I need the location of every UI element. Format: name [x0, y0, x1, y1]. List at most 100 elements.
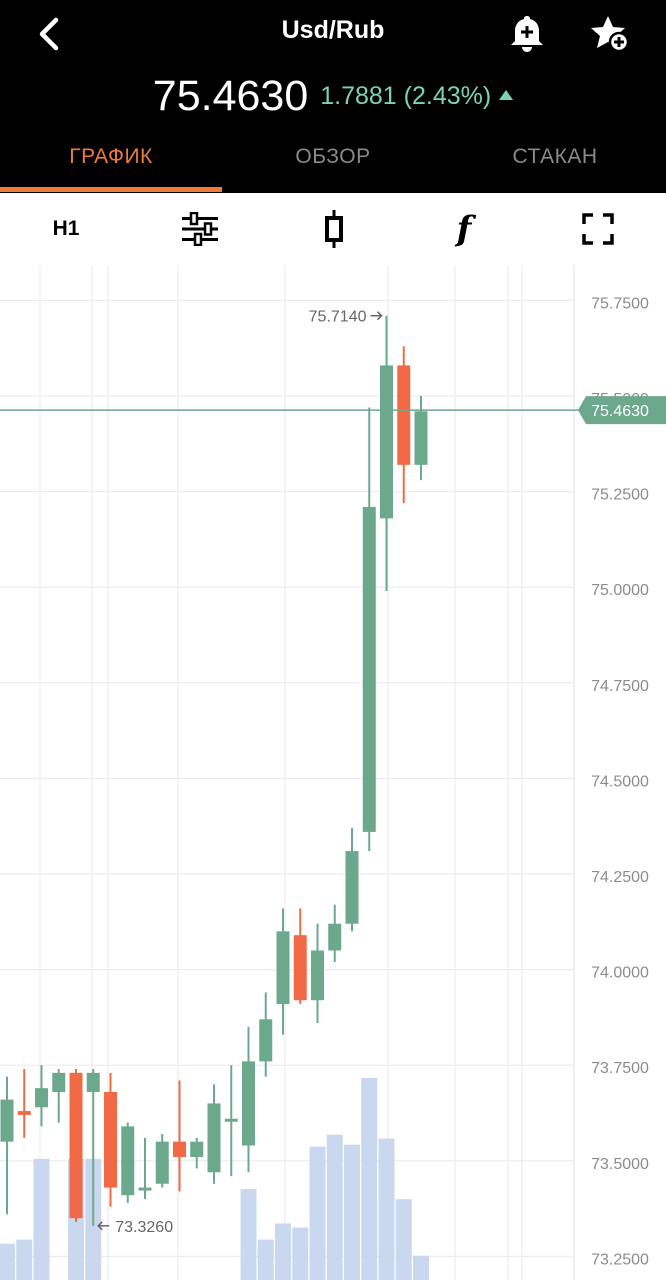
candle — [224, 1065, 238, 1177]
timeframe-button[interactable]: H1 — [52, 217, 80, 240]
price-change: 1.7881 (2.43%) — [320, 82, 492, 110]
current-price-label: 75.4630 — [591, 403, 649, 420]
volume-bar — [33, 1158, 50, 1280]
candle — [17, 1069, 31, 1138]
y-tick-label: 74.7500 — [591, 678, 649, 695]
y-tick-label: 75.2500 — [591, 487, 649, 504]
fullscreen-button[interactable] — [568, 203, 628, 255]
candle-body — [52, 1072, 66, 1092]
volume-bar — [292, 1227, 309, 1280]
current-price: 75.4630 — [152, 72, 309, 120]
candle — [328, 904, 342, 962]
candle — [311, 923, 324, 1024]
candle — [397, 346, 411, 504]
candle-body — [207, 1103, 221, 1173]
y-axis: 75.750075.500075.250075.000074.750074.50… — [591, 295, 649, 1268]
candle — [242, 1026, 255, 1173]
candle — [121, 1122, 135, 1203]
candle — [138, 1137, 152, 1200]
current-price-tag — [578, 396, 666, 425]
app-header: Usd/Rub 75.4630 1.7881 (2.43%) ГРАФИК ОБЗ… — [0, 0, 666, 193]
candle-body — [259, 1019, 273, 1062]
y-tick-label: 75.7500 — [591, 295, 649, 312]
arrow-up-icon — [499, 89, 514, 100]
candle — [276, 908, 290, 1035]
star-plus-icon — [591, 16, 630, 53]
price-row: 75.4630 1.7881 (2.43%) — [0, 72, 666, 121]
page-title: Usd/Rub — [281, 16, 385, 44]
volume-bar — [275, 1223, 291, 1280]
y-tick-label: 74.2500 — [591, 869, 649, 886]
add-alert-button[interactable] — [505, 12, 549, 56]
indicators-button[interactable]: f — [434, 203, 494, 255]
volume-bar — [257, 1239, 274, 1280]
y-tick-label: 75.0000 — [591, 582, 649, 599]
candle — [104, 1072, 117, 1207]
candle-body — [414, 411, 428, 465]
candle — [69, 1069, 83, 1222]
candle-body — [224, 1118, 238, 1122]
candle — [173, 1080, 186, 1192]
candlestick-icon — [325, 210, 343, 248]
y-tick-label: 73.2500 — [591, 1251, 649, 1268]
candle — [190, 1137, 204, 1169]
volume-bar — [240, 1189, 257, 1280]
volume-bar — [413, 1255, 429, 1280]
candle — [155, 1134, 169, 1188]
candle — [380, 315, 393, 592]
candle-body — [121, 1126, 135, 1196]
volume-bar — [0, 1243, 15, 1280]
volume-bar — [16, 1239, 33, 1280]
volume-bar — [361, 1078, 378, 1280]
low-arrow-head — [97, 1221, 103, 1231]
volume-bar — [326, 1134, 343, 1280]
chart-overlay: 75.4630 75.7140 73.3260 — [0, 309, 666, 1236]
y-tick-label: 73.5000 — [591, 1156, 649, 1173]
chart-settings-button[interactable] — [170, 203, 230, 255]
bell-plus-icon — [511, 16, 543, 52]
fullscreen-icon — [582, 213, 614, 245]
candle-body — [155, 1141, 169, 1184]
candle-body — [328, 923, 342, 951]
candle — [345, 828, 359, 932]
volume-bar — [395, 1199, 412, 1280]
candle — [86, 1069, 100, 1226]
candle-body — [380, 365, 393, 519]
chart-grid — [0, 265, 575, 1280]
candle-body — [345, 851, 359, 924]
candle — [35, 1065, 48, 1127]
back-button[interactable] — [30, 12, 70, 56]
candle-body — [276, 931, 290, 1005]
chart-type-button[interactable] — [304, 203, 364, 255]
add-favorite-button[interactable] — [588, 12, 634, 56]
settings-sliders-icon — [182, 212, 218, 246]
candle-body — [362, 506, 376, 832]
candle — [207, 1084, 221, 1184]
candle-body — [0, 1099, 14, 1142]
low-label: 73.3260 — [115, 1219, 173, 1236]
tab-overview[interactable]: ОБЗОР — [295, 145, 371, 168]
candle-body — [86, 1072, 100, 1092]
tab-order-book[interactable]: СТАКАН — [512, 145, 598, 168]
volume-bar — [344, 1144, 360, 1280]
candle-body — [138, 1187, 152, 1191]
candle-body — [293, 935, 307, 1001]
y-tick-label: 74.0000 — [591, 965, 649, 982]
candle — [362, 407, 376, 852]
candle-body — [104, 1091, 117, 1188]
candle-body — [397, 365, 411, 465]
candle-body — [69, 1072, 83, 1219]
candle — [293, 908, 307, 1005]
price-chart[interactable]: 75.750075.500075.250075.000074.750074.50… — [0, 265, 666, 1280]
candle — [259, 992, 273, 1077]
volume-bar — [378, 1138, 395, 1280]
candle-body — [311, 950, 324, 1001]
candle-body — [35, 1088, 48, 1108]
candles — [0, 315, 428, 1226]
chevron-left-icon — [39, 17, 59, 51]
candle — [414, 396, 428, 481]
volume-bars — [0, 1078, 429, 1280]
candle-body — [173, 1141, 186, 1157]
high-arrow-head — [376, 311, 383, 321]
tab-chart[interactable]: ГРАФИК — [69, 145, 153, 168]
